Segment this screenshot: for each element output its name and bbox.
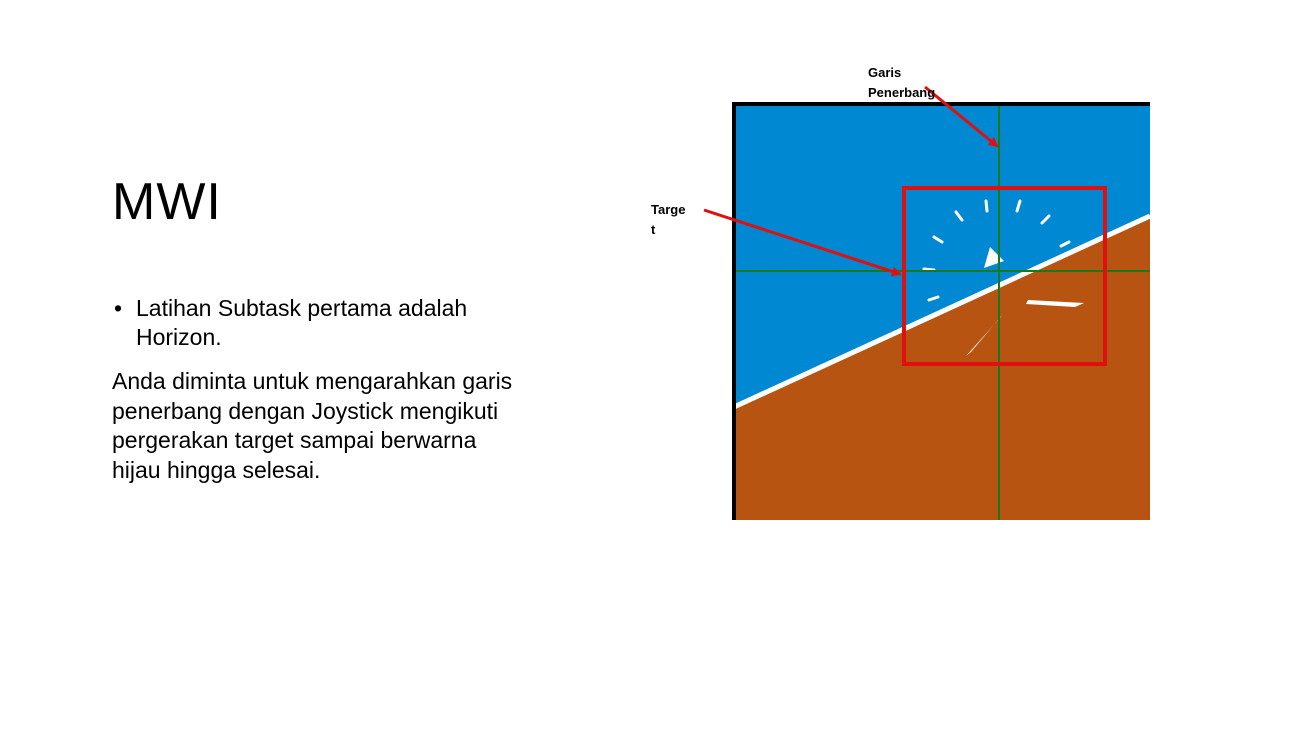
roll-tick bbox=[1040, 214, 1051, 225]
roll-tick bbox=[927, 295, 940, 302]
roll-tick bbox=[1059, 240, 1071, 248]
bullet-list: • Latihan Subtask pertama adalah Horizon… bbox=[114, 294, 514, 352]
roll-tick bbox=[932, 235, 944, 244]
horizon-display bbox=[734, 104, 1150, 520]
garis-penerbang-label: Garis Penerbang bbox=[868, 63, 935, 103]
target-label-line2: t bbox=[651, 222, 656, 237]
bullet-text: Latihan Subtask pertama adalah Horizon. bbox=[136, 295, 468, 350]
target-label-line1: Targe bbox=[651, 202, 686, 217]
pitch-ladder-bar bbox=[1026, 300, 1084, 307]
garis-penerbang-label-line2: Penerbang bbox=[868, 85, 936, 100]
garis-penerbang-arrow bbox=[924, 85, 999, 148]
bullet-item: • Latihan Subtask pertama adalah Horizon… bbox=[114, 294, 514, 352]
slide-title: MWI bbox=[112, 173, 222, 231]
roll-tick bbox=[984, 199, 989, 213]
target-label: Targe t bbox=[651, 200, 685, 240]
horizon-line bbox=[734, 213, 1150, 410]
display-frame bbox=[732, 102, 1150, 520]
bullet-dot-icon: • bbox=[114, 295, 123, 321]
pitch-roll-markings bbox=[922, 199, 1071, 302]
roll-tick bbox=[922, 267, 936, 272]
target-arrow bbox=[703, 208, 902, 277]
garis-penerbang-label-line1: Garis bbox=[868, 65, 902, 80]
body-paragraph: Anda diminta untuk mengarahkan garis pen… bbox=[112, 368, 513, 483]
roll-tick bbox=[954, 210, 964, 222]
roll-tick bbox=[1015, 199, 1022, 213]
ground-area bbox=[734, 218, 1150, 520]
target-box bbox=[902, 186, 1107, 366]
